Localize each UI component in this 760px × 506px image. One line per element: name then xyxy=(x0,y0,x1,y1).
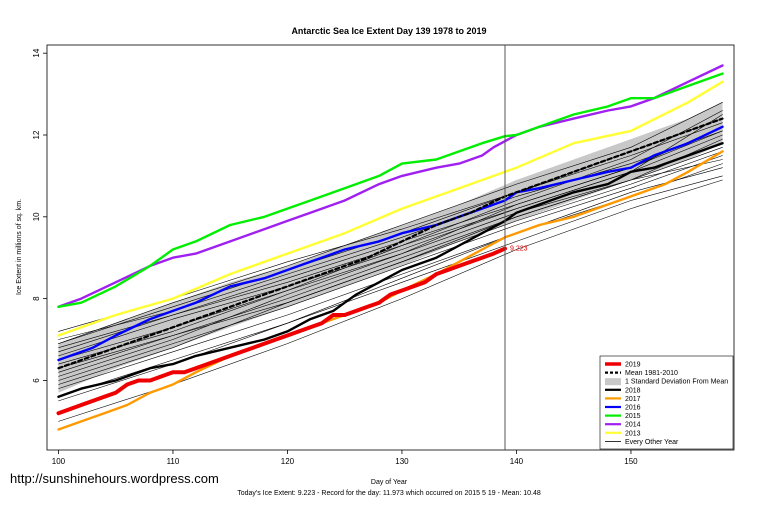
x-axis: 100 110 120 130 140 150 xyxy=(52,450,638,466)
series-y2014 xyxy=(57,64,724,308)
series-y2015 xyxy=(57,72,724,308)
x-tick-label-110: 110 xyxy=(167,457,180,466)
series-other-15 xyxy=(58,110,723,353)
footer-stats: Today's Ice Extent: 9.223 - Record for t… xyxy=(237,490,541,497)
series-other-1 xyxy=(58,155,723,381)
y-axis: 6 8 10 12 14 xyxy=(32,48,47,383)
x-tick-label-150: 150 xyxy=(624,457,638,466)
series-y2013 xyxy=(57,80,724,337)
legend-label-y2018: 2018 xyxy=(625,387,641,394)
series-y2016 xyxy=(57,125,724,362)
y-tick-label-14: 14 xyxy=(32,48,41,57)
legend-label-y2013: 2013 xyxy=(625,430,641,437)
current-value-label: 9.223 xyxy=(510,246,528,253)
series-other-6 xyxy=(58,167,723,389)
legend-label-y2016: 2016 xyxy=(625,405,641,412)
y-tick-label-10: 10 xyxy=(32,212,41,221)
y-tick-label-8: 8 xyxy=(32,296,41,301)
series-layer xyxy=(56,64,724,431)
legend-label-y2014: 2014 xyxy=(625,422,641,429)
legend-label-y2019: 2019 xyxy=(625,362,641,369)
x-tick-label-130: 130 xyxy=(395,457,409,466)
y-axis-label: Ice Extent in millions of sq. km. xyxy=(16,199,23,295)
y-tick-label-6: 6 xyxy=(32,378,41,383)
legend-box xyxy=(599,355,734,450)
x-tick-label-100: 100 xyxy=(52,457,66,466)
series-other-13 xyxy=(58,151,723,373)
series-mean xyxy=(57,117,724,370)
legend-label-y2017: 2017 xyxy=(625,396,641,403)
legend-label-sd_band: 1 Standard Deviation From Mean xyxy=(625,379,728,386)
chart-title: Antarctic Sea Ice Extent Day 139 1978 to… xyxy=(291,26,486,36)
legend-label-mean: Mean 1981-2010 xyxy=(625,370,678,377)
x-tick-label-140: 140 xyxy=(510,457,524,466)
x-axis-label: Day of Year xyxy=(371,479,408,486)
series-other-10 xyxy=(58,175,723,398)
plot-area: 9.223 xyxy=(46,44,735,451)
y-tick-label-12: 12 xyxy=(32,130,41,139)
watermark-text: http://sunshinehours.wordpress.com xyxy=(10,471,219,486)
series-y2018 xyxy=(57,141,724,398)
legend-swatch-sd_band xyxy=(605,378,621,386)
x-tick-label-120: 120 xyxy=(281,457,295,466)
legend-label-other: Every Other Year xyxy=(625,439,679,446)
series-y2019 xyxy=(56,246,507,416)
series-other-17 xyxy=(58,102,723,344)
legend-label-y2015: 2015 xyxy=(625,413,641,420)
